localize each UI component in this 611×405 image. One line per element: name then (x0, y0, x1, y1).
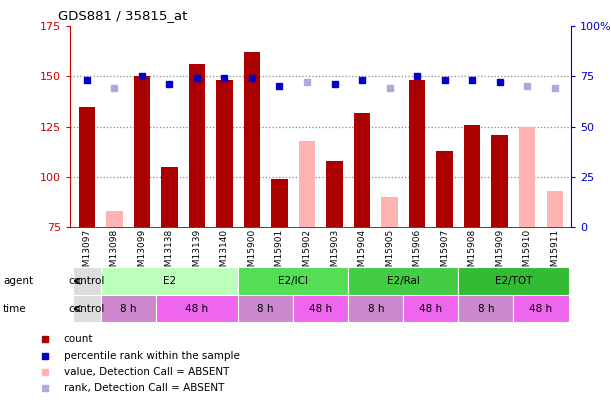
Bar (101, 295, 156, 322)
Text: 8 h: 8 h (368, 304, 384, 313)
Text: GSM15908: GSM15908 (467, 229, 477, 278)
Text: GDS881 / 35815_at: GDS881 / 35815_at (58, 9, 188, 22)
Text: GSM13140: GSM13140 (220, 229, 229, 278)
Text: 8 h: 8 h (478, 304, 494, 313)
Text: percentile rank within the sample: percentile rank within the sample (64, 351, 240, 360)
Text: GSM15901: GSM15901 (275, 229, 284, 278)
Text: GSM13098: GSM13098 (110, 229, 119, 278)
Text: E2: E2 (163, 276, 176, 286)
Bar (519, 126, 535, 227)
Text: GSM13099: GSM13099 (137, 229, 147, 278)
Bar (244, 52, 260, 227)
Text: E2/Ral: E2/Ral (387, 276, 420, 286)
Bar (293, 295, 348, 322)
Bar (238, 295, 293, 322)
Bar (161, 167, 178, 227)
Bar (381, 197, 398, 227)
Text: time: time (3, 304, 27, 313)
Text: rank, Detection Call = ABSENT: rank, Detection Call = ABSENT (64, 383, 224, 393)
Bar (326, 161, 343, 227)
Text: GSM15907: GSM15907 (440, 229, 449, 278)
Bar (513, 295, 568, 322)
Text: GSM15905: GSM15905 (385, 229, 394, 278)
Text: 48 h: 48 h (419, 304, 442, 313)
Bar (216, 81, 233, 227)
Text: control: control (68, 276, 105, 286)
Bar (458, 267, 568, 295)
Text: control: control (68, 304, 105, 313)
Bar (101, 267, 238, 295)
Text: GSM13097: GSM13097 (82, 229, 91, 278)
Bar (464, 125, 480, 227)
Text: GSM15911: GSM15911 (551, 229, 559, 278)
Text: GSM13139: GSM13139 (192, 229, 202, 278)
Text: GSM15910: GSM15910 (523, 229, 532, 278)
Text: GSM15903: GSM15903 (330, 229, 339, 278)
Text: GSM15900: GSM15900 (247, 229, 257, 278)
Text: 8 h: 8 h (257, 304, 274, 313)
Text: GSM15906: GSM15906 (412, 229, 422, 278)
Bar (73, 267, 101, 295)
Text: E2/ICI: E2/ICI (278, 276, 308, 286)
Bar (73, 295, 101, 322)
Bar (546, 191, 563, 227)
Text: 48 h: 48 h (530, 304, 552, 313)
Text: 48 h: 48 h (185, 304, 208, 313)
Bar (348, 267, 458, 295)
Bar (458, 295, 513, 322)
Text: E2/TOT: E2/TOT (495, 276, 532, 286)
Text: 8 h: 8 h (120, 304, 136, 313)
Bar (348, 295, 403, 322)
Text: 48 h: 48 h (309, 304, 332, 313)
Bar (106, 211, 123, 227)
Text: count: count (64, 335, 93, 344)
Text: agent: agent (3, 276, 33, 286)
Bar (491, 134, 508, 227)
Text: GSM15902: GSM15902 (302, 229, 312, 278)
Bar (409, 81, 425, 227)
Bar (299, 141, 315, 227)
Bar (134, 77, 150, 227)
Bar (354, 113, 370, 227)
Text: GSM15909: GSM15909 (495, 229, 504, 278)
Text: GSM15904: GSM15904 (357, 229, 367, 278)
Bar (156, 295, 238, 322)
Text: GSM13138: GSM13138 (165, 229, 174, 278)
Bar (271, 179, 288, 227)
Bar (238, 267, 348, 295)
Bar (403, 295, 458, 322)
Bar (79, 107, 95, 227)
Text: value, Detection Call = ABSENT: value, Detection Call = ABSENT (64, 367, 229, 377)
Bar (436, 151, 453, 227)
Bar (189, 64, 205, 227)
